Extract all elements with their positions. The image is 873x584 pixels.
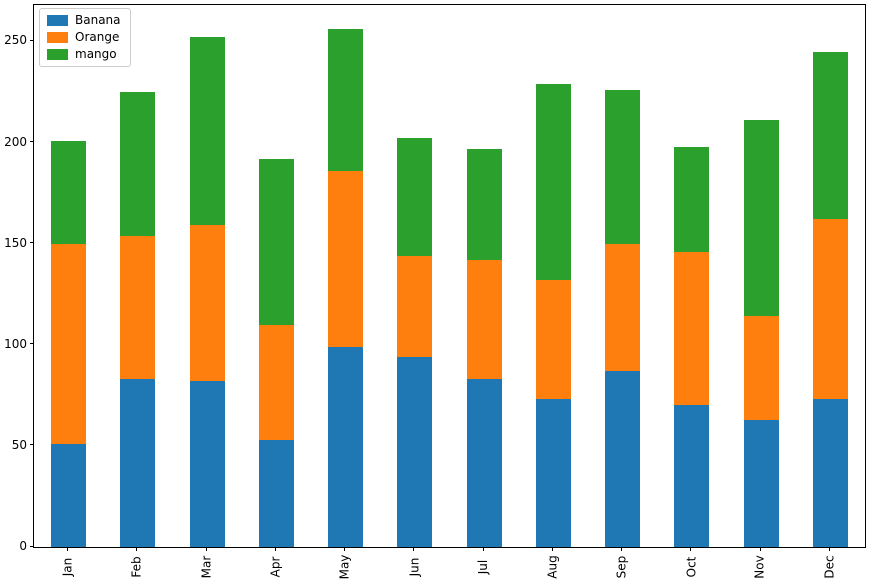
y-tick-mark bbox=[30, 444, 34, 446]
bar-segment-mango-sep bbox=[605, 89, 641, 244]
x-tick-label-mar: Mar bbox=[188, 550, 224, 584]
x-tick-label-text: Mar bbox=[199, 555, 214, 579]
bar-segment-banana-feb bbox=[120, 379, 156, 547]
bar-segment-orange-nov bbox=[743, 316, 779, 420]
x-tick-label-text: Oct bbox=[683, 556, 698, 578]
x-tick-label-aug: Aug bbox=[534, 550, 570, 584]
bar-segment-banana-aug bbox=[535, 399, 571, 547]
bar-segment-orange-jul bbox=[466, 259, 502, 380]
y-tick-label: 100 bbox=[4, 336, 27, 351]
x-tick-label-text: Jun bbox=[406, 557, 421, 577]
bar-segment-orange-feb bbox=[120, 235, 156, 380]
plot-area: Banana Orange mango bbox=[33, 4, 866, 548]
legend-swatch-icon bbox=[47, 32, 68, 43]
x-tick-label-apr: Apr bbox=[257, 550, 293, 584]
bar-segment-orange-apr bbox=[258, 324, 294, 440]
bar-segment-banana-nov bbox=[743, 419, 779, 547]
legend-item-mango: mango bbox=[47, 48, 121, 61]
legend-label: mango bbox=[75, 47, 117, 61]
bar-segment-mango-aug bbox=[535, 83, 571, 281]
bar-segment-mango-apr bbox=[258, 158, 294, 325]
bar-segment-mango-nov bbox=[743, 120, 779, 317]
x-tick-label-text: Sep bbox=[614, 555, 629, 579]
bar-segment-banana-apr bbox=[258, 439, 294, 547]
x-tick-label-text: Jul bbox=[476, 559, 491, 575]
bar-segment-mango-mar bbox=[189, 37, 225, 226]
bars-layer bbox=[34, 5, 865, 547]
bar-segment-mango-jan bbox=[51, 140, 87, 244]
bar-segment-orange-aug bbox=[535, 280, 571, 400]
x-tick-label-text: Nov bbox=[753, 555, 768, 579]
x-tick-mark bbox=[67, 547, 69, 551]
bar-segment-orange-mar bbox=[189, 225, 225, 382]
x-tick-mark bbox=[274, 547, 276, 551]
bar-segment-mango-feb bbox=[120, 91, 156, 236]
legend-item-orange: Orange bbox=[47, 31, 121, 44]
x-tick-label-feb: Feb bbox=[119, 550, 155, 584]
legend-swatch-icon bbox=[47, 15, 68, 26]
bar-segment-banana-dec bbox=[812, 399, 848, 547]
y-tick-mark bbox=[30, 242, 34, 244]
y-tick-label: 0 bbox=[19, 539, 27, 553]
x-tick-label-oct: Oct bbox=[673, 550, 709, 584]
bar-segment-banana-sep bbox=[605, 371, 641, 547]
x-tick-label-may: May bbox=[327, 550, 363, 584]
x-tick-mark bbox=[136, 547, 138, 551]
bar-segment-banana-jun bbox=[397, 356, 433, 547]
x-tick-label-nov: Nov bbox=[742, 550, 778, 584]
y-tick-mark bbox=[30, 39, 34, 41]
x-tick-label-text: Feb bbox=[129, 556, 144, 578]
x-tick-mark bbox=[690, 547, 692, 551]
x-tick-label-text: Apr bbox=[268, 556, 283, 578]
bar-segment-mango-dec bbox=[812, 51, 848, 220]
bar-segment-orange-oct bbox=[674, 251, 710, 406]
bar-segment-banana-oct bbox=[674, 405, 710, 547]
bar-segment-banana-may bbox=[328, 346, 364, 547]
bar-segment-orange-dec bbox=[812, 219, 848, 400]
x-tick-mark bbox=[551, 547, 553, 551]
x-tick-label-jan: Jan bbox=[50, 550, 86, 584]
legend: Banana Orange mango bbox=[39, 8, 131, 67]
y-tick-mark bbox=[30, 343, 34, 345]
x-tick-mark bbox=[344, 547, 346, 551]
x-tick-label-text: May bbox=[337, 554, 352, 580]
x-tick-label-jul: Jul bbox=[465, 550, 501, 584]
bar-segment-orange-may bbox=[328, 170, 364, 347]
bar-segment-mango-oct bbox=[674, 146, 710, 252]
bar-segment-mango-jun bbox=[397, 138, 433, 256]
legend-label: Orange bbox=[75, 30, 120, 44]
y-tick-label: 50 bbox=[11, 437, 27, 452]
bar-segment-banana-jan bbox=[51, 443, 87, 547]
bar-segment-mango-jul bbox=[466, 148, 502, 260]
bar-segment-mango-may bbox=[328, 29, 364, 171]
x-tick-mark bbox=[621, 547, 623, 551]
bar-segment-banana-jul bbox=[466, 379, 502, 547]
x-tick-mark bbox=[759, 547, 761, 551]
y-tick-label: 250 bbox=[4, 33, 27, 48]
x-tick-mark bbox=[828, 547, 830, 551]
bar-segment-banana-mar bbox=[189, 381, 225, 547]
y-tick-mark bbox=[30, 141, 34, 143]
y-tick-label: 200 bbox=[4, 134, 27, 149]
x-tick-label-dec: Dec bbox=[811, 550, 847, 584]
x-tick-mark bbox=[482, 547, 484, 551]
legend-label: Banana bbox=[75, 13, 121, 27]
x-tick-label-text: Jan bbox=[60, 557, 75, 577]
bar-segment-orange-jun bbox=[397, 255, 433, 357]
x-tick-label-jun: Jun bbox=[396, 550, 432, 584]
y-tick-mark bbox=[30, 545, 34, 547]
x-tick-label-sep: Sep bbox=[604, 550, 640, 584]
x-tick-label-text: Dec bbox=[822, 555, 837, 579]
y-tick-label: 150 bbox=[4, 235, 27, 250]
x-tick-mark bbox=[205, 547, 207, 551]
bar-segment-orange-jan bbox=[51, 243, 87, 444]
legend-swatch-icon bbox=[47, 49, 68, 60]
x-tick-mark bbox=[413, 547, 415, 551]
x-tick-label-text: Aug bbox=[545, 555, 560, 579]
legend-item-banana: Banana bbox=[47, 14, 121, 27]
bar-segment-orange-sep bbox=[605, 243, 641, 372]
